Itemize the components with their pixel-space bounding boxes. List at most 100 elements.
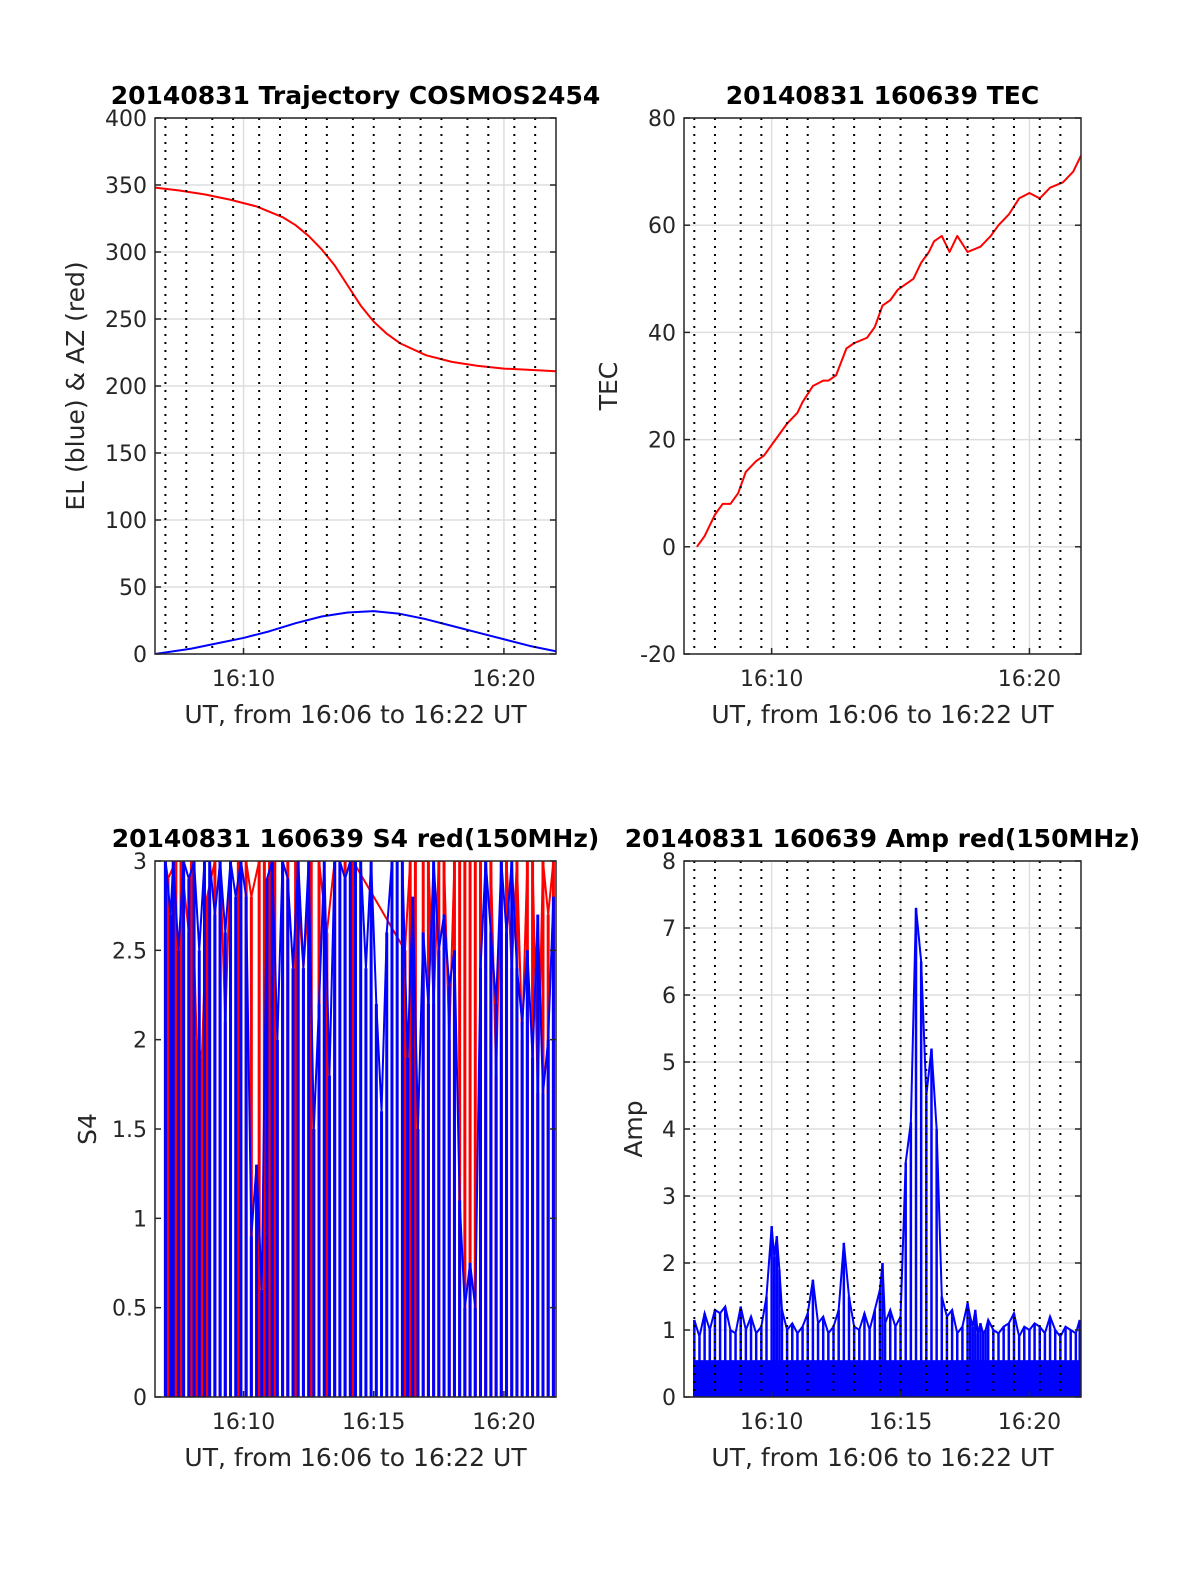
y-tick-label: 4 — [662, 1118, 676, 1143]
series-1-bar — [309, 861, 313, 1397]
series-2-bar — [400, 861, 404, 1397]
series-2-bar — [327, 1075, 331, 1397]
y-tick-label: 3 — [662, 1185, 676, 1210]
series-2-bar — [333, 861, 337, 1397]
series-1-bar — [765, 1296, 768, 1397]
series-2-bar — [213, 914, 217, 1397]
series-2-bar — [171, 861, 175, 1397]
series-1-bar — [909, 1122, 913, 1397]
series-2-bar — [296, 861, 300, 1397]
series-2-bar — [541, 1093, 545, 1397]
series-line-1 — [696, 155, 1081, 548]
series-2-bar — [442, 914, 446, 1397]
series-2-bar — [169, 914, 173, 1397]
series-1-bar — [273, 861, 277, 1397]
series-2-bar — [275, 1039, 279, 1397]
series-2-bar — [202, 861, 206, 1397]
series-2-bar — [343, 878, 347, 1397]
series-1-bar — [257, 861, 261, 1397]
series-1-bar — [200, 1057, 204, 1397]
y-tick-label: 80 — [648, 107, 676, 132]
series-2-bar — [458, 1200, 462, 1397]
series-2-bar — [421, 932, 425, 1397]
series-2-bar — [270, 861, 274, 1397]
series-1-bar — [811, 1279, 815, 1397]
y-axis-label: S4 — [73, 1113, 102, 1145]
series-2-bar — [218, 861, 222, 1397]
series-2-bar — [531, 1057, 535, 1397]
x-tick-label: 16:20 — [998, 1410, 1061, 1435]
series-1-bar — [821, 1316, 825, 1397]
series-1-bar — [268, 861, 272, 1397]
axes-box — [683, 117, 1082, 655]
chart-panel-3: 0 0.5 1 1.5 2 2.5 3 16:10 16:15 16:20 20140831 160… — [73, 824, 599, 1472]
y-tick-label: 100 — [105, 509, 147, 534]
series-2-bar — [426, 1003, 430, 1397]
series-1-bar — [904, 1162, 907, 1397]
y-tick-label: 0 — [133, 643, 147, 668]
y-tick-label: 300 — [105, 241, 147, 266]
series-1-bar — [842, 1242, 846, 1397]
series-2-bar — [291, 968, 295, 1397]
series-2-bar — [505, 932, 509, 1397]
y-axis-label: Amp — [619, 1100, 648, 1157]
y-tick-label: 250 — [105, 308, 147, 333]
series-2-bar — [494, 1003, 498, 1397]
series-2-bar — [281, 861, 285, 1397]
series-2-bar — [546, 1039, 550, 1397]
series-2-bar — [197, 950, 201, 1397]
series-1-bar — [463, 861, 467, 1397]
series-2-bar — [317, 1003, 321, 1397]
series-2-bar — [192, 861, 196, 1397]
chart-title: 20140831 160639 Amp red(150MHz) — [625, 824, 1141, 853]
y-tick-label: 350 — [105, 174, 147, 199]
series-1-bar — [914, 907, 918, 1397]
series-1-bar — [806, 1313, 809, 1397]
series-1-bar — [468, 861, 472, 1397]
y-tick-label: 40 — [648, 321, 676, 346]
x-tick-label: 16:15 — [869, 1410, 932, 1435]
series-2-bar — [395, 861, 399, 1397]
series-2-bar — [301, 968, 305, 1397]
plot-area — [163, 861, 555, 1397]
series-2-bar — [182, 861, 186, 1397]
x-tick-label: 16:20 — [472, 667, 535, 692]
series-2-bar — [452, 950, 456, 1397]
series-2-bar — [187, 878, 191, 1397]
series-1-bar — [881, 1263, 884, 1397]
series-1-bar — [325, 932, 329, 1397]
y-tick-label: 8 — [662, 850, 676, 875]
plot-area — [693, 907, 1081, 1397]
y-axis-label: TEC — [594, 362, 623, 412]
series-1-bar — [873, 1309, 877, 1397]
series-2-bar — [416, 1129, 420, 1397]
x-axis-label: UT, from 16:06 to 16:22 UT — [711, 1443, 1054, 1472]
series-2-bar — [390, 861, 394, 1397]
series-1-bar — [294, 861, 298, 1397]
series-1-bar — [888, 1309, 892, 1397]
series-1-bar — [772, 1256, 776, 1397]
series-1-bar — [930, 1048, 933, 1397]
series-1-bar — [1078, 1319, 1081, 1397]
series-2-bar — [307, 861, 311, 1397]
series-2-bar — [380, 1111, 384, 1397]
x-tick-label: 16:20 — [472, 1410, 535, 1435]
series-2-bar — [447, 986, 451, 1397]
y-tick-label: 1 — [133, 1207, 147, 1232]
x-axis-label: UT, from 16:06 to 16:22 UT — [711, 700, 1054, 729]
y-tick-label: 6 — [662, 984, 676, 1009]
series-1-bar — [780, 1309, 784, 1397]
chart-panel-1: 0 50 100 150 200 250 300 350 400 16:10 16:20 201408… — [61, 81, 600, 729]
series-1-bar — [778, 1269, 781, 1397]
series-1-bar — [351, 861, 355, 1397]
series-2-bar — [176, 950, 180, 1397]
series-2-bar — [385, 932, 389, 1397]
series-2-bar — [255, 1164, 259, 1397]
series-2-bar — [338, 861, 342, 1397]
series-1-bar — [940, 1296, 944, 1397]
series-2-bar — [229, 861, 233, 1397]
series-1-bar — [703, 1313, 706, 1397]
series-1-bar — [935, 1129, 938, 1397]
series-2-bar — [354, 861, 357, 1397]
